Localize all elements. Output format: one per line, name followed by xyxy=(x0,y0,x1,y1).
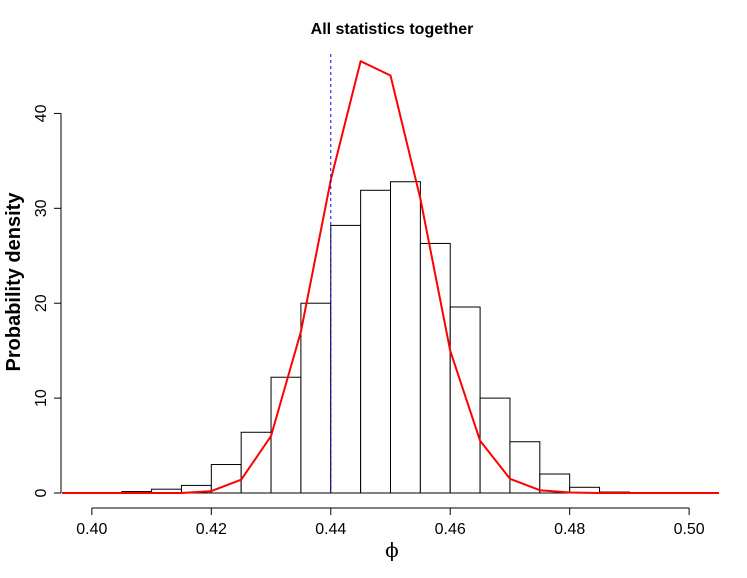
x-axis: 0.40 0.42 0.44 0.46 0.48 0.50 xyxy=(76,507,705,538)
histogram-bar xyxy=(360,189,391,494)
histogram-bar xyxy=(270,376,302,494)
y-tick-label: 0 xyxy=(33,488,50,497)
x-axis-label: ϕ xyxy=(385,538,399,562)
histogram-bar xyxy=(300,302,332,494)
y-tick-label: 10 xyxy=(33,389,50,407)
histogram-bar xyxy=(539,473,571,494)
y-tick-label: 40 xyxy=(33,104,50,122)
x-tick-label: 0.42 xyxy=(196,521,227,538)
chart-title: All statistics together xyxy=(311,21,474,38)
y-tick-label: 30 xyxy=(33,199,50,217)
histogram-bar xyxy=(479,397,511,494)
histogram-bar xyxy=(330,224,362,494)
histogram-bars xyxy=(121,181,630,494)
histogram-bar xyxy=(390,181,421,494)
density-curve xyxy=(62,60,719,494)
density-curve-group xyxy=(62,60,719,494)
y-tick-label: 20 xyxy=(33,294,50,312)
x-tick-label: 0.48 xyxy=(554,521,585,538)
y-axis: 0 10 20 30 40 xyxy=(33,104,62,497)
y-axis-label: Probability density xyxy=(3,192,25,372)
x-tick-label: 0.50 xyxy=(674,521,705,538)
x-tick-label: 0.44 xyxy=(315,521,346,538)
x-tick-label: 0.46 xyxy=(435,521,466,538)
histogram-bar xyxy=(419,242,451,494)
x-tick-label: 0.40 xyxy=(76,521,107,538)
histogram-bar xyxy=(449,306,481,494)
